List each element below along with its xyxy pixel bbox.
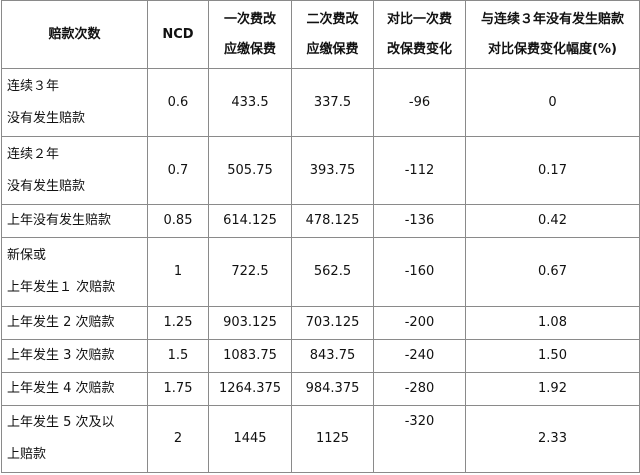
table-row: 连续３年 没有发生赔款 0.6 433.5 337.5 -96 0: [1, 68, 640, 137]
cell-pct: 1.08: [465, 306, 640, 340]
header-text: 与连续３年没有发生赔款: [480, 11, 624, 27]
cell-claims: 连续２年没有发生赔款: [1, 136, 148, 205]
cell-claims: 上年发生 5 次及以 上赔款: [1, 405, 148, 473]
cell-text: 上年没有发生赔款: [7, 213, 112, 228]
cell-diff: -96: [373, 68, 466, 137]
cell-claims: 连续３年没有发生赔款: [1, 68, 148, 137]
cell-ncd: 0.7: [147, 136, 209, 205]
cell-text: 没有发生赔款: [7, 178, 86, 194]
cell-second: 337.5: [291, 68, 374, 137]
cell-ncd: 0.6: [147, 68, 209, 137]
cell-second: 984.375: [291, 372, 374, 406]
cell-claims: 新保或上年发生１ 次赔款: [1, 237, 148, 307]
cell-ncd: 1.25: [147, 306, 209, 340]
cell-text: 新保或: [7, 248, 47, 263]
header-text: 二次费改: [306, 11, 359, 27]
cell-second: 393.75: [291, 136, 374, 205]
cell-diff: -320: [373, 405, 466, 473]
cell-text: 连续３年: [7, 78, 60, 94]
table-row: 连续２年 没有发生赔款 0.7 505.75 393.75 -112 0.17: [1, 136, 640, 205]
cell-text: 上年发生１ 次赔款: [7, 280, 116, 295]
cell-pct: 0: [465, 68, 640, 137]
cell-ncd: 1.75: [147, 372, 209, 406]
cell-second: 703.125: [291, 306, 374, 340]
cell-pct: 0.42: [465, 204, 640, 238]
header-text: 应缴保费: [223, 41, 276, 57]
cell-first: 614.125: [208, 204, 292, 238]
table-row: 上年发生 4 次赔款 1.75 1264.375 984.375 -280 1.92: [1, 372, 640, 406]
header-pct: 与连续３年没有发生赔款 对比保费变化幅度(%): [465, 0, 640, 69]
header-second-reform: 二次费改 应缴保费: [291, 0, 374, 69]
header-ncd: NCD: [147, 0, 209, 69]
cell-first: 1445: [208, 405, 292, 473]
cell-second: 1125: [291, 405, 374, 473]
cell-diff: -160: [373, 237, 466, 307]
header-first-reform: 一次费改 应缴保费: [208, 0, 292, 69]
header-text: NCD: [162, 26, 194, 42]
cell-diff: -280: [373, 372, 466, 406]
cell-first: 505.75: [208, 136, 292, 205]
cell-text: 上年发生 5 次及以: [7, 415, 115, 430]
cell-text: 连续２年: [7, 146, 60, 162]
cell-claims: 上年发生 4 次赔款: [1, 372, 148, 406]
cell-first: 433.5: [208, 68, 292, 137]
header-text: 改保费变化: [386, 41, 452, 57]
cell-pct: 1.50: [465, 339, 640, 373]
cell-second: 843.75: [291, 339, 374, 373]
cell-pct: 1.92: [465, 372, 640, 406]
header-text: 应缴保费: [306, 41, 359, 57]
cell-diff: -136: [373, 204, 466, 238]
cell-text: 没有发生赔款: [7, 110, 86, 126]
header-diff: 对比一次费改保费变化: [373, 0, 466, 69]
header-text: 对比保费变化幅度(%): [488, 41, 617, 57]
cell-text: 上年发生 2 次赔款: [7, 315, 115, 330]
cell-first: 722.5: [208, 237, 292, 307]
cell-first: 1264.375: [208, 372, 292, 406]
table-row: 上年没有发生赔款 0.85 614.125 478.125 -136 0.42: [1, 204, 640, 238]
cell-ncd: 1: [147, 237, 209, 307]
table-row: 上年发生 5 次及以 上赔款 2 1445 1125 -320 2.33: [1, 405, 640, 473]
cell-claims: 上年发生 2 次赔款: [1, 306, 148, 340]
cell-text: 上年发生 4 次赔款: [7, 381, 115, 396]
cell-ncd: 1.5: [147, 339, 209, 373]
cell-ncd: 2: [147, 405, 209, 473]
cell-text: 上年发生 3 次赔款: [7, 348, 115, 363]
cell-claims: 上年发生 3 次赔款: [1, 339, 148, 373]
cell-pct: 0.67: [465, 237, 640, 307]
table-row: 上年发生 3 次赔款 1.5 1083.75 843.75 -240 1.50: [1, 339, 640, 373]
header-text: 对比一次费: [386, 11, 452, 27]
cell-second: 478.125: [291, 204, 374, 238]
cell-diff: -240: [373, 339, 466, 373]
cell-first: 1083.75: [208, 339, 292, 373]
cell-first: 903.125: [208, 306, 292, 340]
cell-pct: 0.17: [465, 136, 640, 205]
header-claims: 赔款次数: [1, 0, 148, 69]
cell-text: 上赔款: [7, 447, 47, 462]
cell-second: 562.5: [291, 237, 374, 307]
cell-diff: -200: [373, 306, 466, 340]
cell-diff: -112: [373, 136, 466, 205]
table-row: 上年发生 2 次赔款 1.25 903.125 703.125 -200 1.08: [1, 306, 640, 340]
table-row: 新保或 上年发生１ 次赔款 1 722.5 562.5 -160 0.67: [1, 237, 640, 307]
cell-claims: 上年没有发生赔款: [1, 204, 148, 238]
header-text: 一次费改: [223, 11, 276, 27]
header-row: 赔款次数 NCD 一次费改应缴保费 二次费改应缴保费 对比一次费改保费变化 与连…: [1, 0, 640, 69]
header-text: 赔款次数: [48, 26, 101, 42]
cell-pct: 2.33: [465, 405, 640, 473]
cell-ncd: 0.85: [147, 204, 209, 238]
